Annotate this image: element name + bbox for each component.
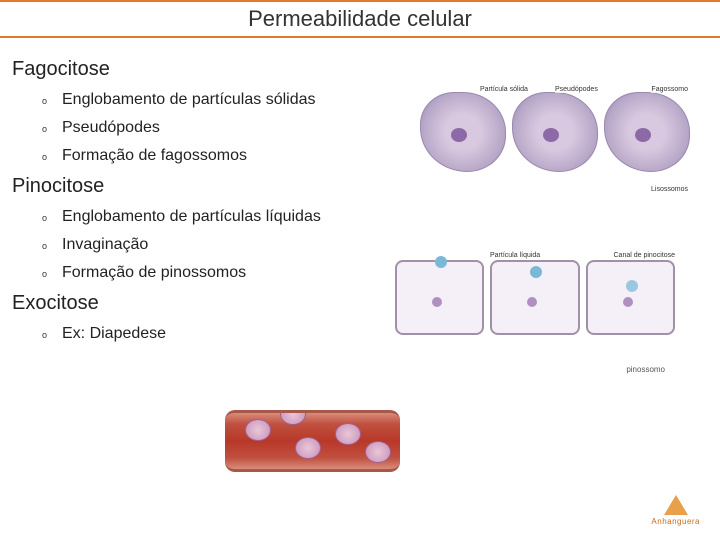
logo-text: Anhanguera [651, 517, 700, 526]
pinocitose-illustration: Partícula líquida Canal de pinocitose pi… [395, 260, 675, 360]
bullet-item: Englobamento de partículas líquidas [62, 208, 708, 226]
diagram-label: Fagossomo [651, 86, 688, 93]
diagram-label: Partícula sólida [480, 86, 528, 93]
diagram-label: Canal de pinocitose [614, 252, 676, 259]
logo-icon [664, 495, 688, 515]
fagocitose-illustration: Partícula sólida Pseudópodes Fagossomo L… [420, 92, 690, 197]
diagram-label: Lisossomos [651, 186, 688, 193]
diagram-label: pinossomo [626, 365, 665, 374]
section-heading-fagocitose: Fagocitose [12, 58, 708, 81]
title-bar: Permeabilidade celular [0, 0, 720, 38]
exocitose-illustration [225, 410, 400, 472]
brand-logo: Anhanguera [651, 495, 700, 526]
diagram-label: Partícula líquida [490, 252, 540, 259]
bullet-item: Invaginação [62, 236, 708, 254]
slide-title: Permeabilidade celular [248, 6, 472, 31]
diagram-label: Pseudópodes [555, 86, 598, 93]
